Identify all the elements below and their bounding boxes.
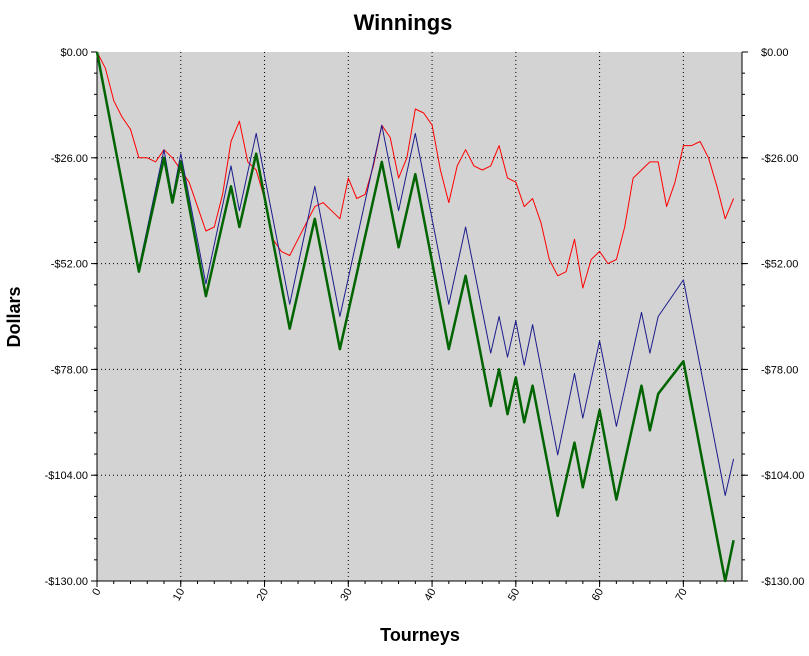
plot-background [97, 52, 742, 581]
y-tick-label-right: -$52.00 [761, 259, 798, 271]
y-tick-label-right: -$26.00 [761, 153, 798, 165]
series-line-3 [95, 51, 735, 583]
y-tick-label-right: -$78.00 [761, 364, 798, 376]
x-tick-label: 0 [90, 587, 103, 598]
x-tick-label: 20 [255, 587, 272, 604]
x-tick-label: 60 [590, 587, 607, 604]
y-tick-label-left: -$78.00 [51, 364, 88, 376]
y-axis-label: Dollars [4, 286, 24, 347]
y-tick-label-right: -$130.00 [761, 576, 804, 588]
x-tick-label: 40 [422, 587, 439, 604]
x-tick-label: 70 [673, 587, 690, 604]
y-tick-label-left: -$26.00 [51, 153, 88, 165]
series-line-1 [96, 51, 735, 289]
y-tick-label-right: -$104.00 [761, 470, 804, 482]
y-tick-label-left: -$130.00 [45, 576, 88, 588]
y-tick-label-right: $0.00 [761, 47, 789, 59]
x-axis-label: Tourneys [380, 625, 460, 645]
plot-area: $0.00 $0.00 -$26.00 -$26.00 -$52.00 -$52.00 -$… [45, 47, 805, 603]
series-line-2 [96, 51, 735, 496]
chart-title: Winnings [354, 10, 453, 35]
x-tick-label: 10 [171, 587, 188, 604]
x-tick-label: 30 [338, 587, 355, 604]
x-tick-label: 50 [506, 587, 523, 604]
y-tick-label-left: -$52.00 [51, 259, 88, 271]
y-tick-label-left: -$104.00 [45, 470, 88, 482]
y-tick-label-left: $0.00 [60, 47, 88, 59]
